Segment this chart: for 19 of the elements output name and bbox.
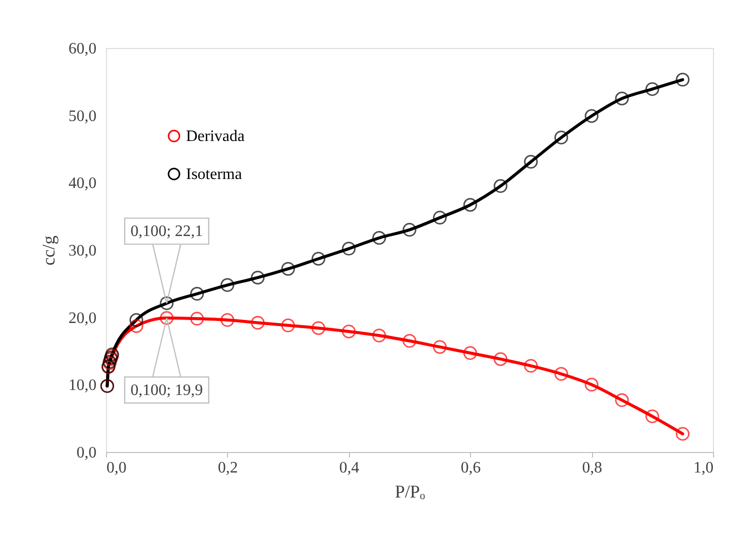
y-tick-label: 50,0 (68, 108, 96, 125)
x-tick-label: 1,0 (694, 460, 714, 476)
annotation: 0,100; 19,9 (130, 382, 203, 400)
x-tick-label: 0,6 (460, 460, 481, 476)
y-tick-label: 40,0 (68, 175, 96, 192)
legend-label: Isoterma (186, 166, 242, 183)
annotation: 0,100; 22,1 (130, 223, 203, 240)
x-tick-label: 0,2 (218, 460, 238, 476)
y-tick-label: 0,0 (76, 444, 96, 462)
legend-label: Derivada (186, 128, 245, 145)
x-tick-label: 0,4 (339, 460, 360, 476)
x-tick-label: 0,0 (106, 460, 126, 476)
y-tick-label: 60,0 (68, 40, 96, 58)
x-axis-title: P/Pₒ (394, 482, 426, 502)
y-tick-label: 10,0 (68, 377, 96, 394)
y-tick-label: 30,0 (68, 242, 96, 260)
y-tick-label: 20,0 (68, 310, 96, 327)
y-axis-title: cc/g (38, 236, 58, 266)
x-tick-label: 0,8 (582, 460, 602, 476)
